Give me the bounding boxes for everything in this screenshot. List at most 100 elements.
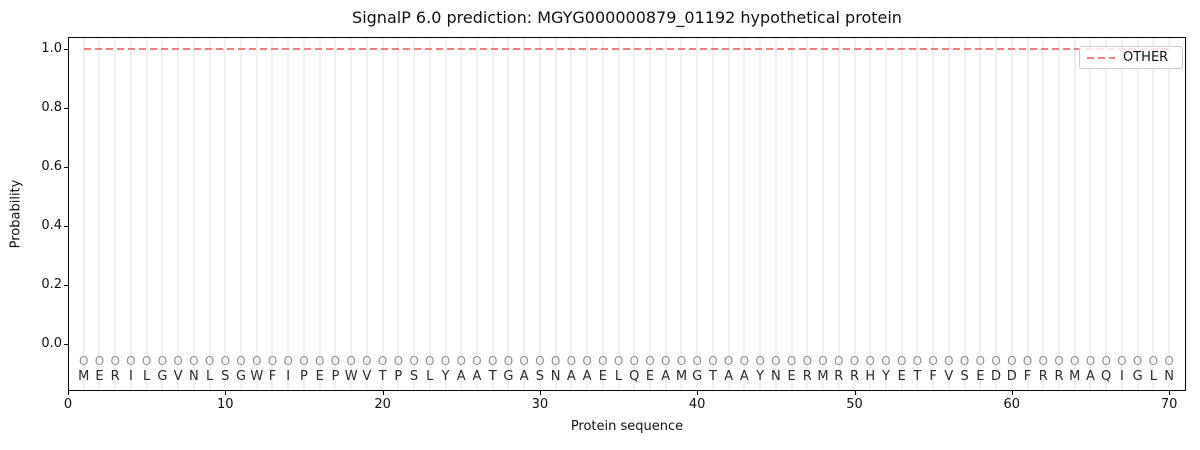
grid-line: [822, 38, 825, 390]
y-tick-label: 0.0: [41, 336, 62, 351]
y-axis-label: Probability: [8, 179, 24, 249]
predicted-label-marker: O: [393, 354, 404, 368]
sequence-letter: Q: [629, 369, 640, 384]
sequence-letter: P: [331, 369, 340, 384]
sequence-letter: P: [394, 369, 403, 384]
grid-line: [523, 38, 526, 390]
x-tick-label: 10: [217, 397, 234, 412]
sequence-letter: M: [78, 369, 90, 384]
sequence-letter: L: [143, 369, 151, 384]
predicted-label-marker: O: [236, 354, 246, 368]
predicted-label-marker: O: [362, 354, 372, 368]
predicted-label-marker: O: [409, 354, 419, 368]
predicted-label-marker: O: [377, 354, 388, 368]
grid-line: [995, 38, 998, 390]
grid-line: [932, 38, 935, 390]
plot-area: OTHER: [68, 37, 1186, 391]
predicted-label-marker: O: [582, 354, 592, 368]
grid-line: [460, 38, 463, 390]
x-tick-label: 0: [63, 397, 73, 412]
predicted-label-marker: O: [755, 354, 765, 368]
legend-dashed-line-sample: [1087, 56, 1115, 59]
grid-line: [680, 38, 683, 390]
grid-line: [696, 38, 699, 390]
sequence-letter: N: [770, 369, 781, 384]
predicted-label-marker: O: [975, 354, 986, 368]
grid-line: [759, 38, 762, 390]
predicted-label-marker: O: [267, 354, 278, 368]
predicted-label-marker: O: [425, 354, 435, 368]
sequence-letter: E: [645, 369, 655, 384]
sequence-letter: L: [1149, 369, 1157, 384]
sequence-letter: V: [362, 369, 372, 384]
predicted-label-marker: O: [252, 354, 262, 368]
predicted-label-marker: O: [456, 354, 466, 368]
predicted-label-marker: O: [157, 354, 168, 368]
sequence-letter: F: [929, 369, 937, 384]
grid-line: [255, 38, 258, 390]
predicted-label-marker: O: [1085, 354, 1096, 368]
predicted-label-marker: O: [78, 354, 89, 368]
sequence-letter: M: [1069, 369, 1081, 384]
sequence-letter: V: [944, 369, 954, 384]
sequence-letter: A: [739, 369, 749, 384]
grid-line: [397, 38, 400, 390]
predicted-label-marker: O: [708, 354, 718, 368]
predicted-label-marker: O: [110, 354, 120, 368]
y-tick-label: 1.0: [41, 40, 62, 56]
sequence-letter: G: [235, 369, 247, 384]
sequence-letter: A: [661, 369, 671, 384]
y-tick-label: 0.6: [41, 158, 62, 174]
predicted-label-marker: O: [1038, 354, 1048, 368]
predicted-label-marker: O: [1117, 354, 1127, 368]
predicted-label-marker: O: [802, 354, 813, 368]
grid-line: [837, 38, 840, 390]
sequence-letter: I: [128, 369, 133, 384]
x-axis-label: Protein sequence: [570, 419, 684, 434]
predicted-label-marker: O: [629, 354, 639, 368]
predicted-label-marker: O: [865, 354, 875, 368]
predicted-label-marker: O: [189, 354, 199, 368]
grid-line: [381, 38, 384, 390]
grid-line: [1105, 38, 1108, 390]
sequence-letter: F: [1023, 369, 1032, 384]
predicted-label-marker: O: [786, 354, 797, 368]
sequence-letter: Y: [881, 369, 890, 384]
grid-line: [649, 38, 651, 390]
sequence-letter: G: [1132, 369, 1143, 384]
grid-line: [98, 38, 101, 390]
sequence-letter: S: [221, 369, 230, 384]
x-tick-mark: [539, 391, 541, 395]
grid-line: [1089, 38, 1092, 390]
predicted-label-marker: O: [849, 354, 860, 368]
predicted-label-marker: O: [519, 354, 529, 368]
sequence-letter: R: [1054, 369, 1064, 384]
sequence-letter: V: [173, 369, 183, 384]
predicted-label-marker: O: [1069, 354, 1080, 368]
predicted-label-marker: O: [881, 354, 891, 368]
grid-line: [224, 38, 227, 390]
sequence-letter: F: [268, 369, 277, 384]
predicted-label-marker: O: [94, 354, 105, 368]
grid-line: [208, 38, 211, 390]
predicted-label-marker: O: [1054, 354, 1064, 368]
y-tick-label: 0.4: [41, 217, 62, 233]
sequence-letter: I: [1119, 369, 1124, 384]
sequence-letter: A: [519, 369, 529, 384]
x-tick-label: 20: [374, 397, 391, 412]
predicted-label-marker: O: [896, 354, 907, 368]
x-tick-label: 30: [531, 397, 549, 412]
predicted-label-marker: O: [991, 354, 1001, 368]
predicted-label-marker: O: [204, 354, 215, 368]
grid-line: [947, 38, 950, 390]
predicted-label-marker: O: [535, 354, 545, 368]
grid-line: [806, 38, 809, 390]
grid-line: [1010, 38, 1013, 390]
sequence-letter: A: [472, 369, 482, 384]
predicted-label-marker: O: [503, 354, 514, 368]
predicted-label-marker: O: [676, 354, 687, 368]
x-tick-mark: [1011, 391, 1013, 395]
predicted-label-marker: O: [440, 354, 451, 368]
sequence-letter: S: [409, 369, 419, 384]
grid-line: [979, 38, 982, 390]
